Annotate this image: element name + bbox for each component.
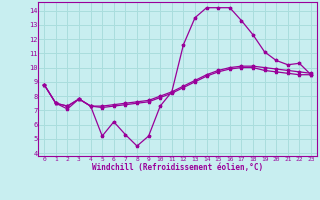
X-axis label: Windchill (Refroidissement éolien,°C): Windchill (Refroidissement éolien,°C)	[92, 163, 263, 172]
